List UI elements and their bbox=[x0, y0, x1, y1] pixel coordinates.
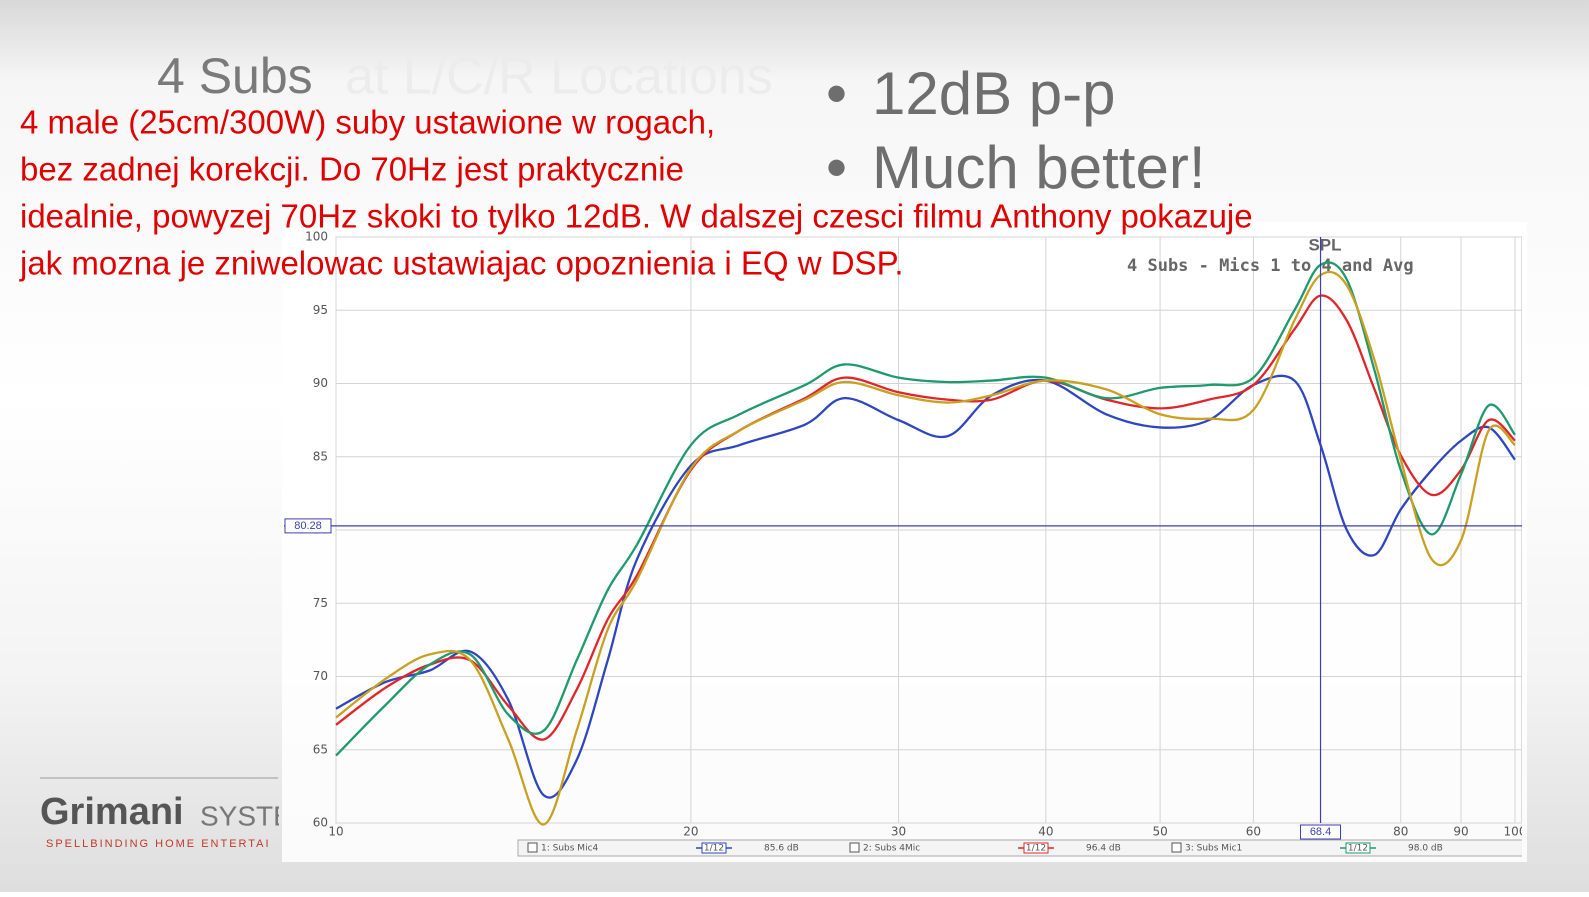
y-tick-label: 100 bbox=[305, 230, 328, 244]
x-tick-label: 60 bbox=[1246, 825, 1261, 839]
legend-smoothing-box bbox=[1023, 842, 1049, 854]
overlay-text: 4 male (25cm/300W) suby ustawione w roga… bbox=[20, 104, 715, 141]
x-tick-label: 10 bbox=[328, 825, 343, 839]
cursor-label: 68.4 bbox=[1310, 826, 1331, 838]
legend-checkbox bbox=[527, 842, 538, 853]
x-tick-label: 90 bbox=[1453, 825, 1468, 839]
overlay-text: idealnie, powyzej 70Hz skoki to tylko 12… bbox=[20, 198, 1253, 235]
cursor-label: 80.28 bbox=[294, 520, 322, 532]
bullet-text: 12dB p-p bbox=[872, 60, 1116, 127]
cursor-box bbox=[284, 518, 332, 534]
y-tick-label: 85 bbox=[313, 449, 328, 463]
legend-label: 1: Subs Mic4 bbox=[541, 844, 599, 854]
overlay-text: bez zadnej korekcji. Do 70Hz jest prakty… bbox=[20, 151, 684, 188]
legend-smoothing-box bbox=[1345, 842, 1371, 854]
bullet: • bbox=[826, 134, 847, 201]
x-tick-label: 100 bbox=[1504, 825, 1527, 839]
x-tick-label: 50 bbox=[1152, 825, 1167, 839]
legend-checkbox bbox=[1171, 842, 1182, 853]
chart-background bbox=[282, 222, 1527, 862]
x-tick-label: 40 bbox=[1038, 825, 1053, 839]
ghost-subtitle: at L/C/R Locations bbox=[345, 48, 773, 106]
legend-level: 85.6 dB bbox=[764, 844, 799, 854]
bullet: • bbox=[826, 60, 847, 127]
cursor-box bbox=[1300, 824, 1342, 840]
series-line bbox=[335, 374, 1516, 799]
logo-word: Grimani bbox=[40, 791, 184, 833]
legend-label: 2: Subs 4Mic bbox=[863, 844, 920, 854]
slide-title: 4 Subs bbox=[157, 48, 313, 104]
chart-subtitle: 4 Subs - Mics 1 to 4 and Avg bbox=[1127, 256, 1414, 276]
y-tick-label: 60 bbox=[313, 816, 328, 830]
plot: 60657075808590951001020304050608090100SP… bbox=[284, 230, 1527, 857]
legend-label: 3: Subs Mic1 bbox=[1185, 844, 1242, 854]
logo: Grimani SYSTE SPELLBINDING HOME ENTERTAI bbox=[40, 791, 292, 850]
x-tick-label: 20 bbox=[683, 825, 698, 839]
logo-tagline: SPELLBINDING HOME ENTERTAI bbox=[46, 838, 271, 850]
legend-smoothing: 1/12 bbox=[704, 844, 724, 854]
series-line bbox=[335, 261, 1516, 757]
y-tick-label: 75 bbox=[313, 596, 328, 610]
legend-smoothing-box bbox=[701, 842, 727, 854]
series-line bbox=[335, 270, 1516, 826]
chart-title: SPL bbox=[1308, 235, 1341, 254]
legend-checkbox bbox=[849, 842, 860, 853]
y-tick-label: 65 bbox=[313, 742, 328, 756]
chart: 60657075808590951001020304050608090100SP… bbox=[282, 222, 1527, 862]
legend-level: 98.0 dB bbox=[1408, 844, 1443, 854]
logo-word: SYSTE bbox=[200, 800, 292, 831]
y-tick-label: 95 bbox=[313, 303, 328, 317]
legend-level: 96.4 dB bbox=[1086, 844, 1121, 854]
x-tick-label: 30 bbox=[891, 825, 906, 839]
x-tick-label: 80 bbox=[1393, 825, 1408, 839]
y-tick-label: 90 bbox=[313, 376, 328, 390]
y-tick-label: 70 bbox=[313, 669, 328, 683]
overlay-text: jak mozna je zniwelowac ustawiajac opozn… bbox=[19, 245, 904, 282]
bullet-text: Much better! bbox=[872, 134, 1206, 201]
legend-smoothing: 1/12 bbox=[1348, 844, 1368, 854]
legend-smoothing: 1/12 bbox=[1026, 844, 1046, 854]
